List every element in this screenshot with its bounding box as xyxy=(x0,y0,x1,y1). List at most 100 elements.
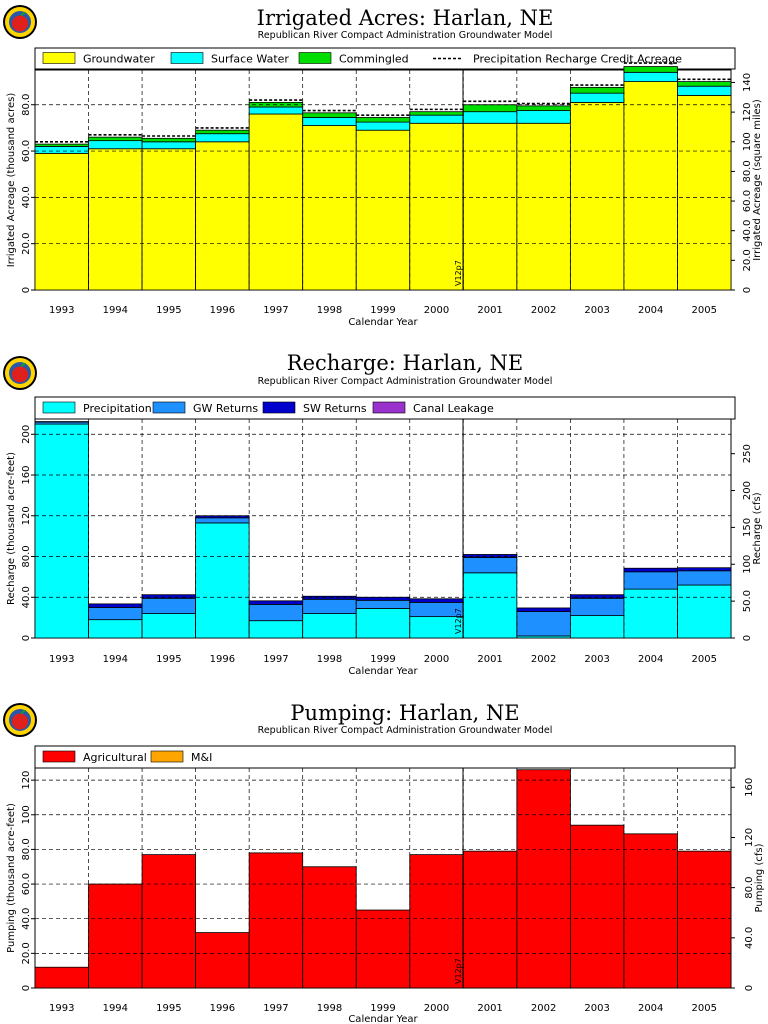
bar-segment xyxy=(569,597,625,616)
bar-segment xyxy=(677,570,732,586)
y2-tick-label: 160 xyxy=(744,778,755,797)
x-tick-label: 1995 xyxy=(156,305,181,316)
y-tick-label: 80.0 xyxy=(21,94,32,116)
x-tick-label: 2002 xyxy=(531,654,556,665)
x-tick-label: 1996 xyxy=(210,305,235,316)
version-marker-label: V12p7 xyxy=(454,608,463,634)
y-axis-label: Recharge (thousand acre-feet) xyxy=(6,452,17,605)
x-axis-label: Calendar Year xyxy=(348,1014,418,1024)
y2-tick-label: 0 xyxy=(742,287,753,293)
y-tick-label: 120 xyxy=(21,506,32,525)
bar-segment xyxy=(355,121,411,131)
y-tick-label: 0 xyxy=(21,985,32,991)
version-marker-label: V12p7 xyxy=(454,260,463,286)
bar-segment xyxy=(569,102,625,291)
bar-segment xyxy=(623,66,678,73)
y2-axis-label: Irrigated Acreage (square miles) xyxy=(752,99,763,261)
x-tick-label: 1993 xyxy=(49,305,74,316)
x-tick-label: 2001 xyxy=(477,1003,502,1014)
legend-swatch xyxy=(42,401,76,414)
y-tick-label: 200 xyxy=(21,425,32,444)
bar-segment xyxy=(569,824,625,989)
y2-tick-label: 50.0 xyxy=(742,590,753,612)
bar-segment xyxy=(409,114,464,124)
legend-item: Canal Leakage xyxy=(372,401,494,415)
x-tick-label: 2004 xyxy=(638,654,663,665)
bar-segment xyxy=(248,852,304,989)
y-tick-label: 40.0 xyxy=(21,186,32,208)
y-tick-label: 0 xyxy=(21,287,32,293)
legend-label: GW Returns xyxy=(193,402,258,415)
x-tick-label: 1997 xyxy=(263,305,288,316)
x-tick-label: 1994 xyxy=(103,1003,128,1014)
bar-segment xyxy=(623,567,678,573)
y2-tick-label: 60.0 xyxy=(742,190,753,212)
bar-segment xyxy=(141,594,197,599)
x-tick-label: 2001 xyxy=(477,305,502,316)
x-tick-label: 2005 xyxy=(692,1003,717,1014)
bar-segment xyxy=(569,86,625,94)
x-tick-label: 1999 xyxy=(370,305,395,316)
y2-tick-label: 40.0 xyxy=(744,927,755,949)
y2-tick-label: 150 xyxy=(742,518,753,537)
bar-segment xyxy=(302,613,357,639)
y-tick-label: 0 xyxy=(21,635,32,641)
legend-swatch xyxy=(298,52,332,64)
bar-segment xyxy=(623,81,678,291)
legend-swatch xyxy=(170,52,204,64)
bar-segment xyxy=(409,854,464,989)
y-tick-label: 80.0 xyxy=(21,545,32,567)
y-tick-label: 40.0 xyxy=(21,908,32,930)
x-tick-label: 1998 xyxy=(317,654,342,665)
bar-segment xyxy=(677,85,732,96)
y2-tick-label: 0 xyxy=(742,635,753,641)
legend-swatch xyxy=(372,401,406,414)
legend-label: Groundwater xyxy=(83,53,155,66)
x-tick-label: 2003 xyxy=(584,305,609,316)
x-tick-label: 1999 xyxy=(370,1003,395,1014)
x-tick-label: 1997 xyxy=(263,654,288,665)
bar-segment xyxy=(34,143,89,147)
x-tick-label: 2002 xyxy=(531,1003,556,1014)
logo-apple xyxy=(12,713,28,730)
x-tick-label: 1997 xyxy=(263,1003,288,1014)
legend-label: Surface Water xyxy=(211,53,289,66)
bar-segment xyxy=(462,554,518,558)
bar-segment xyxy=(141,148,197,291)
x-axis-label: Calendar Year xyxy=(348,666,418,677)
bar-segment xyxy=(302,595,357,600)
apple-logo-icon xyxy=(3,356,37,390)
version-marker-label: V12p7 xyxy=(454,958,463,984)
legend-item: M&I xyxy=(150,750,212,764)
y-tick-label: 20.0 xyxy=(21,233,32,255)
y2-tick-label: 100 xyxy=(742,132,753,151)
bar-segment xyxy=(302,125,357,291)
bar-segment xyxy=(248,600,304,605)
bar-segment xyxy=(248,113,304,291)
legend-item: Surface Water xyxy=(170,52,289,66)
bar-segment xyxy=(623,71,678,82)
legend-label: SW Returns xyxy=(303,402,367,415)
bar-segment xyxy=(623,833,678,989)
x-tick-label: 2004 xyxy=(638,1003,663,1014)
bar-segment xyxy=(195,522,250,639)
y2-tick-label: 40.0 xyxy=(742,220,753,242)
bar-segment xyxy=(516,611,571,637)
x-tick-label: 2003 xyxy=(584,654,609,665)
y2-axis-label: Recharge (cfs) xyxy=(752,492,763,564)
bar-segment xyxy=(34,421,89,423)
bar-segment xyxy=(88,883,143,989)
x-tick-label: 1996 xyxy=(210,1003,235,1014)
legend-label: Precipitation xyxy=(83,402,152,415)
x-tick-label: 2002 xyxy=(531,305,556,316)
y2-tick-label: 20.0 xyxy=(742,249,753,271)
y2-tick-label: 120 xyxy=(744,828,755,847)
x-tick-label: 2003 xyxy=(584,1003,609,1014)
x-tick-label: 1998 xyxy=(317,1003,342,1014)
legend-label: Canal Leakage xyxy=(413,402,494,415)
x-axis-label: Calendar Year xyxy=(348,317,418,328)
x-tick-label: 1993 xyxy=(49,654,74,665)
